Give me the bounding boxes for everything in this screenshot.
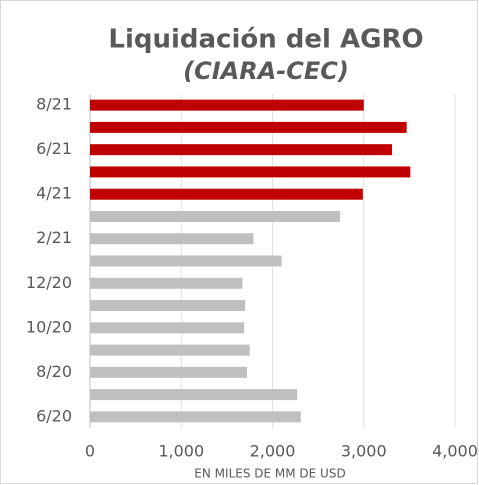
x-axis-title: EN MILES DE MM DE USD [194, 467, 345, 481]
x-tick-label: 4,000 [432, 442, 478, 461]
bar [90, 166, 411, 178]
bar [90, 322, 245, 334]
bar [90, 188, 363, 200]
bar [90, 99, 364, 111]
bar [90, 144, 393, 156]
y-tick-label: 6/20 [36, 406, 72, 425]
y-tick-label: 12/20 [26, 273, 72, 292]
bar [90, 411, 301, 423]
bar [90, 255, 282, 267]
y-tick-label: 10/20 [26, 317, 72, 336]
bar [90, 389, 298, 401]
chart-subtitle: (CIARA-CEC) [183, 57, 349, 85]
bar [90, 233, 254, 245]
bar [90, 366, 247, 378]
chart-title: Liquidación del AGRO [108, 25, 423, 55]
y-tick-label: 8/20 [36, 362, 72, 381]
y-tick-label: 8/21 [36, 95, 72, 114]
y-tick-label: 2/21 [36, 228, 72, 247]
x-tick-label: 0 [85, 442, 95, 461]
x-tick-label: 3,000 [341, 442, 387, 461]
y-tick-label: 4/21 [36, 184, 72, 203]
bar [90, 277, 243, 289]
bar [90, 300, 246, 312]
bar [90, 210, 341, 222]
y-tick-label: 6/21 [36, 139, 72, 158]
bar [90, 121, 407, 133]
x-tick-label: 1,000 [158, 442, 204, 461]
bar [90, 344, 250, 356]
x-tick-label: 2,000 [250, 442, 296, 461]
